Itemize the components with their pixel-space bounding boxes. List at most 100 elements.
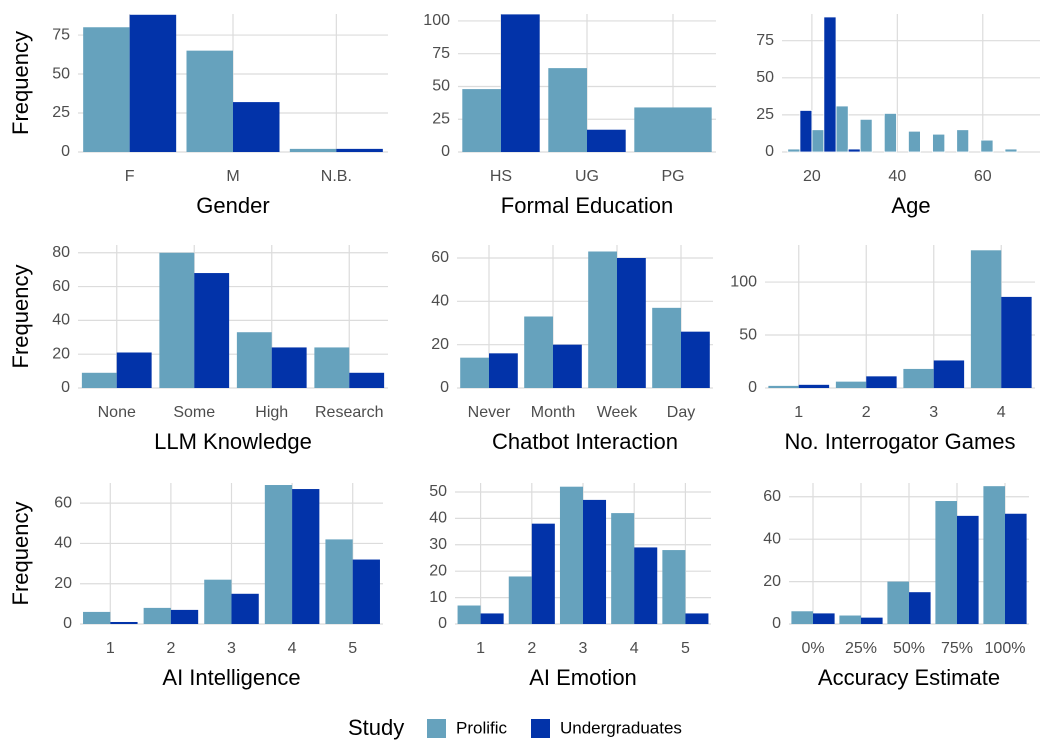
y-tick-label: 0 <box>63 615 72 632</box>
y-tick-label: 30 <box>429 536 447 553</box>
x-tick-label: 2 <box>166 640 175 657</box>
x-tick-label: Month <box>531 404 575 421</box>
x-tick-label: Week <box>597 404 639 421</box>
bar <box>662 550 686 624</box>
bar <box>791 611 813 624</box>
histogram-bar <box>908 130 921 153</box>
bar <box>314 347 350 388</box>
x-tick-label: 1 <box>794 404 803 421</box>
bar <box>204 579 232 624</box>
y-tick-label: 0 <box>765 143 774 160</box>
histogram-bar <box>883 113 897 153</box>
x-tick-label: Research <box>315 404 383 421</box>
y-axis-title: Frequency <box>8 31 33 135</box>
x-tick-label: Never <box>468 404 511 421</box>
y-tick-label: 25 <box>756 106 774 123</box>
bar <box>264 485 293 624</box>
y-tick-label: 100 <box>730 273 757 290</box>
y-tick-label: 60 <box>54 494 72 511</box>
histogram-bar <box>956 129 970 153</box>
bar <box>325 539 353 624</box>
y-tick-label: 50 <box>432 78 450 95</box>
y-tick-label: 60 <box>431 249 449 266</box>
bar <box>933 360 965 388</box>
x-tick-label: Some <box>173 404 215 421</box>
bar <box>588 251 617 388</box>
y-tick-label: 0 <box>438 615 447 632</box>
x-tick-label: 3 <box>579 640 588 657</box>
bar <box>83 611 111 624</box>
x-tick-label: 2 <box>862 404 871 421</box>
histogram-bar <box>980 139 994 153</box>
x-tick-label: 1 <box>476 640 485 657</box>
bar <box>159 252 195 388</box>
bar <box>685 613 709 624</box>
x-axis-title: Gender <box>196 193 269 218</box>
legend-title: Study <box>348 715 404 740</box>
x-tick-label: F <box>125 168 135 185</box>
x-tick-label: 25% <box>845 640 877 657</box>
histogram-bar <box>847 148 861 153</box>
histogram-bar <box>932 133 946 153</box>
bar <box>887 581 909 624</box>
bar <box>611 513 635 624</box>
y-tick-label: 25 <box>52 104 70 121</box>
x-tick-label: 5 <box>348 640 357 657</box>
y-tick-label: 100 <box>423 12 450 29</box>
y-tick-label: 75 <box>52 26 70 43</box>
bar <box>903 368 934 388</box>
y-tick-label: 50 <box>429 483 447 500</box>
bar <box>289 148 337 152</box>
bar <box>194 273 230 388</box>
x-tick-label: 4 <box>997 404 1006 421</box>
bar <box>935 501 957 624</box>
x-tick-label: 75% <box>941 640 973 657</box>
bar <box>143 607 171 624</box>
x-tick-label: 0% <box>801 640 824 657</box>
y-tick-label: 0 <box>440 379 449 396</box>
bar <box>652 307 681 388</box>
x-tick-label: 5 <box>681 640 690 657</box>
bar <box>231 593 259 624</box>
x-tick-label: 2 <box>527 640 536 657</box>
y-tick-label: 40 <box>52 312 70 329</box>
y-tick-label: 80 <box>52 244 70 261</box>
bar <box>813 613 835 624</box>
y-tick-label: 0 <box>748 379 757 396</box>
bar <box>634 107 712 152</box>
bar <box>1005 513 1027 624</box>
bar <box>460 357 489 388</box>
y-tick-label: 50 <box>739 326 757 343</box>
bar <box>1001 296 1032 388</box>
bar <box>292 489 320 624</box>
bar <box>548 68 587 152</box>
x-tick-label: 20 <box>803 168 821 185</box>
bar <box>116 352 152 388</box>
x-tick-label: UG <box>575 168 599 185</box>
bar <box>617 258 646 388</box>
bar <box>587 129 626 152</box>
bar <box>861 617 883 624</box>
y-tick-label: 40 <box>431 293 449 310</box>
x-tick-label: 40 <box>888 168 906 185</box>
histogram-bar <box>835 105 849 153</box>
x-tick-label: PG <box>661 168 684 185</box>
bar <box>186 50 233 152</box>
y-tick-label: 60 <box>763 488 781 505</box>
y-tick-label: 20 <box>54 575 72 592</box>
x-tick-label: 4 <box>288 640 297 657</box>
bar <box>236 332 272 388</box>
bar <box>480 613 504 624</box>
bar <box>531 523 555 624</box>
y-tick-label: 40 <box>429 510 447 527</box>
legend-label: Prolific <box>456 718 508 737</box>
y-tick-label: 10 <box>429 589 447 606</box>
x-tick-label: High <box>255 404 288 421</box>
bar <box>83 27 130 152</box>
x-axis-title: Accuracy Estimate <box>818 665 1000 690</box>
bar <box>129 14 177 152</box>
bar <box>457 605 481 624</box>
x-tick-label: HS <box>490 168 512 185</box>
y-tick-label: 0 <box>61 379 70 396</box>
